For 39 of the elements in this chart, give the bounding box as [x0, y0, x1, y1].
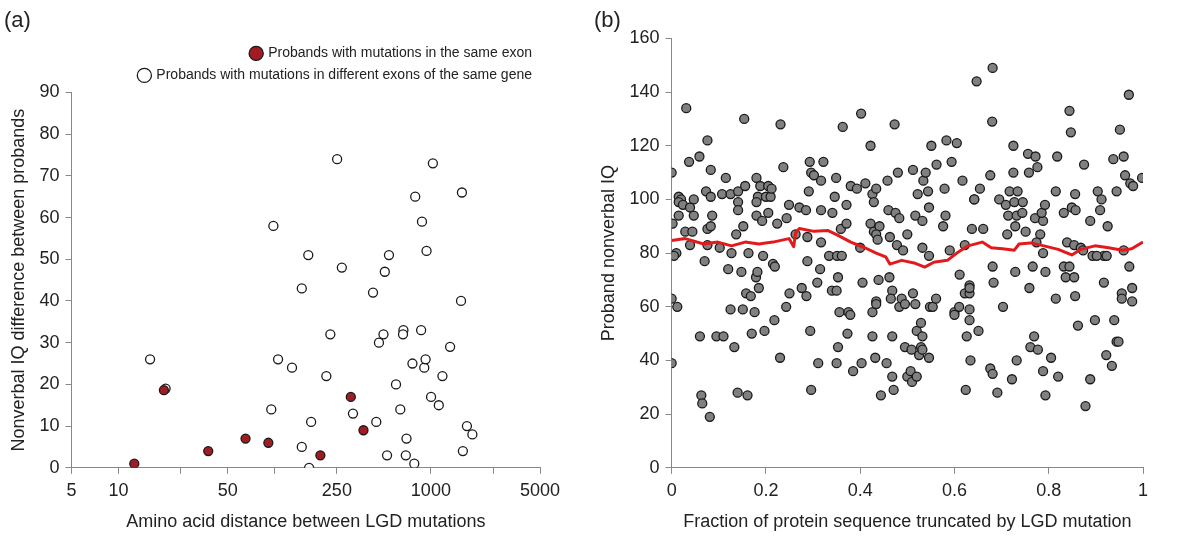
- y-tick-label: 80: [39, 123, 60, 144]
- y-tick-label: 10: [39, 415, 60, 436]
- x-tick-label: 5000: [519, 479, 561, 500]
- y-tick-label: 30: [39, 331, 60, 352]
- legend-label: Probands with mutations in the same exon: [268, 44, 532, 61]
- y-tick-label: 40: [39, 289, 60, 310]
- legend-label: Probands with mutations in different exons of the same gene: [156, 66, 533, 83]
- y-tick-label: 40: [639, 349, 660, 370]
- x-tick-label: 5: [66, 479, 77, 500]
- y-axis-title: Nonverbal IQ difference between probands: [7, 108, 28, 452]
- x-tick-label: 0.8: [1036, 479, 1062, 500]
- y-tick-label: 60: [639, 295, 660, 316]
- y-tick-label: 140: [629, 81, 660, 102]
- chart-title: (b): [594, 7, 621, 33]
- y-tick-label: 100: [629, 188, 660, 209]
- y-axis-title: Proband nonverbal IQ: [597, 165, 618, 342]
- y-tick-label: 20: [639, 403, 660, 424]
- y-tick-label: 0: [49, 456, 60, 477]
- y-tick-label: 160: [629, 27, 660, 48]
- x-tick-label: 0.2: [753, 479, 779, 500]
- x-tick-label: 1: [1137, 479, 1149, 500]
- x-tick-label: 0.4: [847, 479, 873, 500]
- x-tick-label: 0.6: [941, 479, 967, 500]
- chart-title: (a): [4, 7, 31, 33]
- x-tick-label: 250: [321, 479, 352, 500]
- x-tick-label: 50: [217, 479, 238, 500]
- y-tick-label: 60: [39, 206, 60, 227]
- x-tick-label: 10: [108, 479, 129, 500]
- y-tick-label: 80: [639, 242, 660, 263]
- x-tick-label: 0: [666, 479, 677, 500]
- y-tick-label: 20: [39, 373, 60, 394]
- y-tick-label: 0: [649, 456, 660, 477]
- y-tick-label: 70: [39, 164, 60, 185]
- x-axis-title: Amino acid distance between LGD mutations: [126, 511, 486, 532]
- x-tick-label: 1000: [410, 479, 451, 500]
- y-tick-label: 90: [39, 81, 60, 102]
- y-tick-label: 120: [629, 134, 660, 155]
- y-tick-label: 50: [39, 248, 60, 269]
- x-axis-title: Fraction of protein sequence truncated by LGD mutation: [683, 511, 1132, 532]
